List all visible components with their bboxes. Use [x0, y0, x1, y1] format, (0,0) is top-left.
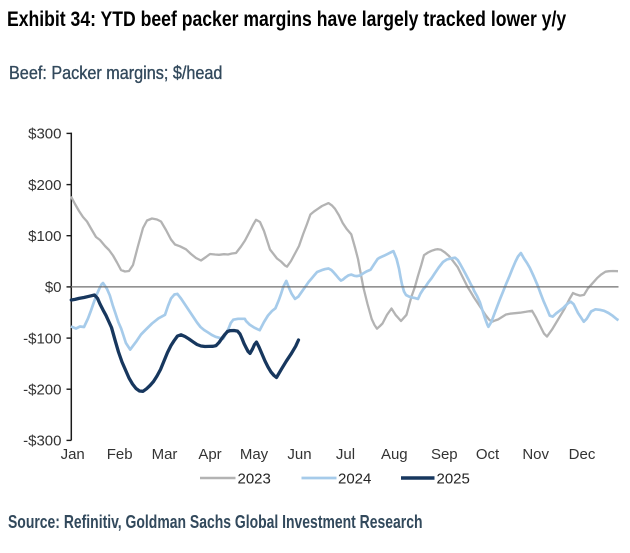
- svg-text:Mar: Mar: [152, 446, 178, 463]
- svg-text:-$200: -$200: [23, 381, 61, 398]
- svg-text:2024: 2024: [338, 470, 371, 487]
- svg-text:$300: $300: [28, 126, 61, 143]
- svg-text:Oct: Oct: [476, 446, 500, 463]
- svg-text:Jul: Jul: [336, 446, 355, 463]
- svg-text:Feb: Feb: [107, 446, 133, 463]
- svg-text:Jan: Jan: [61, 446, 85, 463]
- svg-text:May: May: [240, 446, 269, 463]
- svg-text:-$100: -$100: [23, 330, 61, 347]
- svg-text:Aug: Aug: [381, 446, 408, 463]
- svg-text:Nov: Nov: [522, 446, 549, 463]
- svg-text:$100: $100: [28, 228, 61, 245]
- svg-text:Sep: Sep: [431, 446, 458, 463]
- svg-text:$200: $200: [28, 177, 61, 194]
- svg-text:2025: 2025: [437, 470, 470, 487]
- svg-text:Apr: Apr: [198, 446, 221, 463]
- svg-text:$0: $0: [45, 279, 62, 296]
- svg-text:2023: 2023: [238, 470, 271, 487]
- svg-text:Jun: Jun: [287, 446, 311, 463]
- svg-text:-$300: -$300: [23, 433, 61, 450]
- svg-text:Dec: Dec: [569, 446, 596, 463]
